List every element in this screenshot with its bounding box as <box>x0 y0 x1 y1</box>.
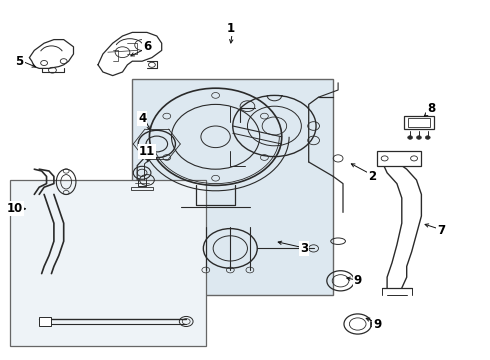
Text: 6: 6 <box>143 40 151 53</box>
Text: 5: 5 <box>16 55 24 68</box>
Text: 4: 4 <box>138 112 146 125</box>
Text: 7: 7 <box>437 224 445 237</box>
Bar <box>131 187 153 190</box>
Bar <box>408 118 430 127</box>
Bar <box>404 116 434 129</box>
Circle shape <box>425 136 430 139</box>
Text: 2: 2 <box>368 170 376 183</box>
Bar <box>370 322 377 326</box>
Text: 9: 9 <box>354 274 362 287</box>
Bar <box>353 279 360 283</box>
Text: 9: 9 <box>373 318 381 330</box>
Circle shape <box>408 136 413 139</box>
Text: 8: 8 <box>427 102 435 114</box>
Text: 1: 1 <box>226 22 234 35</box>
Text: 10: 10 <box>6 202 23 215</box>
Text: 3: 3 <box>300 242 308 255</box>
Bar <box>377 151 421 166</box>
Circle shape <box>416 136 421 139</box>
Text: 11: 11 <box>139 145 155 158</box>
Bar <box>10 180 206 346</box>
Bar <box>132 79 333 295</box>
Bar <box>39 317 51 326</box>
